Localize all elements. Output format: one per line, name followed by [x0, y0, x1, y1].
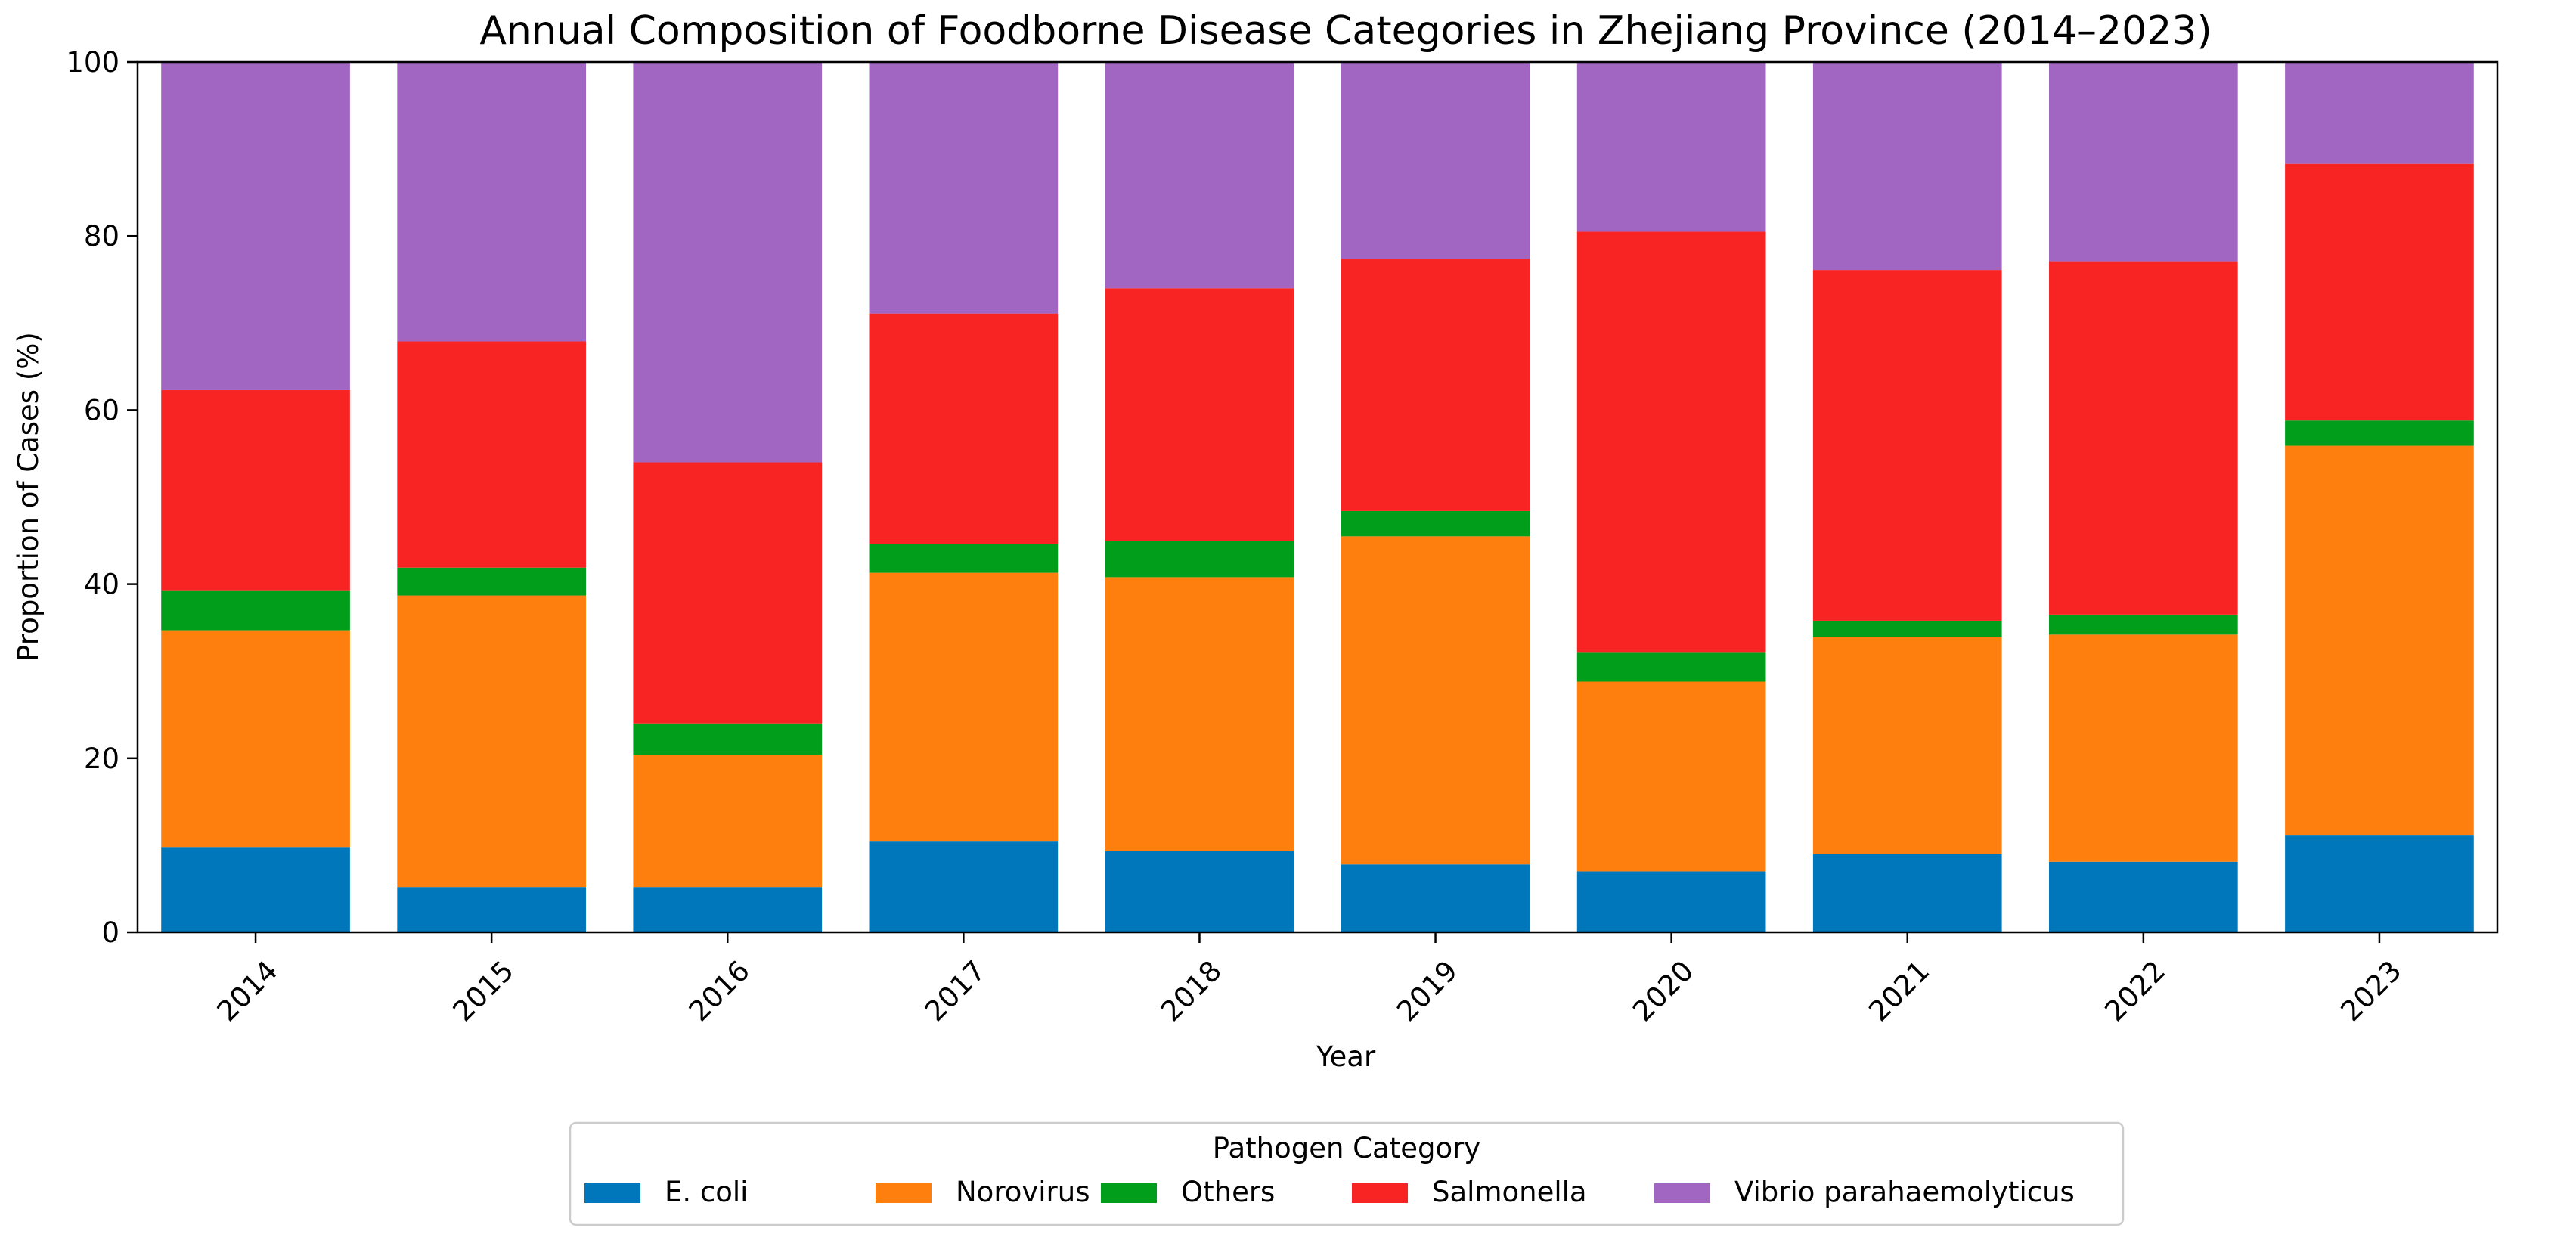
- bar-salmonella-2023: [2285, 163, 2474, 421]
- legend-swatch-others: [1101, 1183, 1157, 1203]
- bar-others-2023: [2285, 420, 2474, 446]
- bar-others-2022: [2049, 614, 2238, 635]
- y-axis-label: Proportion of Cases (%): [12, 332, 45, 662]
- bar-salmonella-2020: [1576, 231, 1766, 653]
- bar-e-coli-2019: [1341, 864, 1530, 932]
- bar-salmonella-2016: [633, 462, 823, 724]
- bar-others-2018: [1105, 541, 1294, 578]
- bar-e-coli-2021: [1812, 854, 2002, 932]
- bar-vibrio-parahaemolyticus-2018: [1105, 62, 1294, 289]
- y-tick-label-40: 40: [84, 569, 119, 601]
- bar-norovirus-2016: [633, 755, 823, 888]
- bar-salmonella-2015: [397, 341, 586, 568]
- bar-norovirus-2021: [1812, 637, 2002, 854]
- legend-items: E. coli Norovirus Others Salmonella Vibrio p…: [584, 1176, 2075, 1208]
- plot-frame: [136, 60, 2499, 934]
- bar-salmonella-2021: [1812, 270, 2002, 621]
- bar-vibrio-parahaemolyticus-2019: [1341, 62, 1530, 259]
- bar-norovirus-2018: [1105, 577, 1294, 851]
- y-tick-label-20: 20: [84, 743, 119, 775]
- legend-swatch-e-coli: [584, 1183, 640, 1203]
- legend-label-e-coli: E. coli: [665, 1176, 748, 1208]
- y-tick-label-0: 0: [101, 916, 119, 949]
- legend-swatch-salmonella: [1352, 1183, 1408, 1203]
- bar-vibrio-parahaemolyticus-2016: [633, 62, 823, 463]
- bar-others-2017: [869, 544, 1059, 573]
- bar-salmonella-2022: [2049, 261, 2238, 615]
- legend-label-vibrio-parahaemolyticus: Vibrio parahaemolyticus: [1734, 1176, 2075, 1208]
- bar-vibrio-parahaemolyticus-2014: [161, 62, 350, 390]
- bar-e-coli-2018: [1105, 851, 1294, 932]
- legend-label-others: Others: [1181, 1176, 1275, 1208]
- legend-swatch-norovirus: [876, 1183, 932, 1203]
- bar-salmonella-2019: [1341, 259, 1530, 511]
- bar-salmonella-2017: [869, 313, 1059, 544]
- chart-title: Annual Composition of Foodborne Disease …: [479, 8, 2212, 54]
- bar-vibrio-parahaemolyticus-2017: [869, 62, 1059, 314]
- legend-swatch-vibrio-parahaemolyticus: [1654, 1183, 1710, 1203]
- bar-vibrio-parahaemolyticus-2023: [2285, 62, 2474, 164]
- y-axis: 0 20 40 60 80 100: [66, 46, 138, 949]
- bar-others-2021: [1812, 620, 2002, 637]
- bar-others-2014: [161, 590, 350, 631]
- bar-others-2016: [633, 723, 823, 755]
- bar-e-coli-2022: [2049, 861, 2238, 932]
- bar-others-2020: [1576, 652, 1766, 682]
- bars-layer: [161, 62, 2474, 932]
- legend-label-norovirus: Norovirus: [956, 1176, 1090, 1208]
- bar-vibrio-parahaemolyticus-2022: [2049, 62, 2238, 262]
- bar-e-coli-2020: [1576, 871, 1766, 932]
- bar-salmonella-2014: [161, 389, 350, 591]
- legend: Pathogen Category E. coli Norovirus Others…: [569, 1121, 2125, 1226]
- bar-e-coli-2017: [869, 841, 1059, 932]
- bar-norovirus-2023: [2285, 445, 2474, 836]
- bar-norovirus-2022: [2049, 634, 2238, 862]
- bar-norovirus-2019: [1341, 536, 1530, 865]
- bar-vibrio-parahaemolyticus-2015: [397, 62, 586, 342]
- legend-title: Pathogen Category: [1213, 1132, 1480, 1164]
- bar-e-coli-2023: [2285, 835, 2474, 932]
- y-tick-label-80: 80: [84, 220, 119, 253]
- bar-norovirus-2017: [869, 572, 1059, 842]
- legend-box: [569, 1121, 2125, 1226]
- bar-e-coli-2014: [161, 847, 350, 932]
- bar-others-2015: [397, 567, 586, 596]
- bar-e-coli-2016: [633, 887, 823, 932]
- bar-salmonella-2018: [1105, 288, 1294, 541]
- bar-norovirus-2014: [161, 630, 350, 848]
- y-tick-label-100: 100: [66, 46, 119, 79]
- bar-norovirus-2020: [1576, 681, 1766, 872]
- legend-label-salmonella: Salmonella: [1432, 1176, 1587, 1208]
- bar-norovirus-2015: [397, 595, 586, 888]
- bar-others-2019: [1341, 510, 1530, 537]
- bar-vibrio-parahaemolyticus-2020: [1576, 62, 1766, 232]
- y-tick-label-60: 60: [84, 394, 119, 426]
- bar-e-coli-2015: [397, 887, 586, 932]
- x-axis-label: Year: [1316, 1040, 1376, 1073]
- bar-vibrio-parahaemolyticus-2021: [1812, 62, 2002, 271]
